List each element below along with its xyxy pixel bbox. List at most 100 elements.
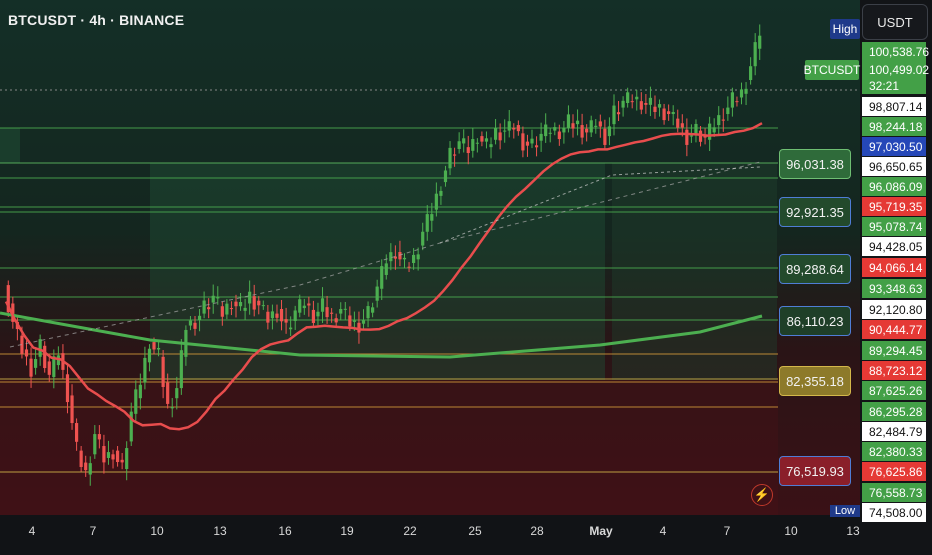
x-tick-label: 7: [89, 524, 97, 538]
candle-body: [434, 193, 438, 210]
level-label: 76,519.93: [779, 456, 851, 486]
price-scale-label: 93,348.63: [862, 279, 926, 298]
candle-body: [389, 252, 393, 262]
candle-body: [238, 302, 243, 307]
price-scale-label: 96,086.09: [862, 177, 926, 196]
candle-body: [452, 154, 457, 156]
price-scale-label: 100,538.76: [862, 42, 929, 61]
candle-body: [361, 320, 366, 324]
x-tick-label: 13: [213, 524, 227, 538]
candle-body: [211, 295, 215, 303]
candle-body: [43, 345, 47, 369]
candle-body: [339, 309, 343, 314]
candle-body: [307, 303, 311, 306]
candle-body: [708, 123, 712, 140]
candle-body: [534, 145, 539, 148]
x-tick-label: 28: [530, 524, 544, 538]
low-marker: Low: [830, 505, 860, 517]
candle-body: [621, 100, 625, 108]
candle-body: [84, 462, 88, 471]
candle-body: [261, 305, 265, 307]
candle-body: [375, 286, 379, 301]
candle-body: [694, 123, 698, 134]
price-scale-label: 76,558.73: [862, 483, 926, 502]
x-tick-label: 10: [784, 524, 798, 538]
candle-body: [466, 147, 470, 154]
candle-body: [680, 123, 684, 128]
candle-body: [735, 101, 739, 103]
candle-body: [539, 133, 543, 141]
level-label: 89,288.64: [779, 254, 851, 284]
candle-body: [302, 305, 306, 309]
candle-body: [689, 135, 694, 137]
candle-body: [721, 119, 725, 121]
price-scale-label: 94,428.05: [862, 237, 926, 256]
candle-body: [352, 320, 356, 322]
candle-body: [571, 123, 575, 129]
symbol-price-tag: BTCUSDT: [804, 60, 860, 80]
candle-body: [730, 92, 734, 108]
candle-body: [298, 299, 302, 313]
candle-body: [639, 101, 643, 110]
candle-body: [685, 129, 689, 145]
price-scale-label: 97,030.50: [862, 137, 926, 156]
candle-body: [234, 301, 238, 307]
candle-body: [398, 251, 402, 260]
price-scale-label: 76,625.86: [862, 462, 926, 481]
candle-body: [147, 348, 152, 363]
alert-bolt-icon[interactable]: ⚡: [751, 484, 773, 506]
candle-body: [544, 124, 548, 137]
candle-body: [138, 384, 142, 399]
candle-body: [521, 133, 525, 151]
candle-body: [275, 313, 279, 318]
price-scale-label: 88,723.12: [862, 361, 926, 380]
candle-body: [698, 130, 703, 142]
candle-body: [334, 318, 338, 323]
candle-body: [667, 111, 671, 115]
price-scale-label: 89,294.45: [862, 341, 926, 360]
candle-body: [717, 115, 721, 126]
candle-body: [594, 125, 598, 127]
candle-body: [38, 339, 42, 357]
candle-body: [516, 125, 520, 132]
candle-body: [585, 128, 589, 133]
candle-body: [657, 104, 662, 108]
candle-body: [616, 112, 621, 115]
candle-body: [507, 121, 511, 131]
candle-body: [88, 463, 92, 475]
candle-body: [225, 303, 229, 315]
x-tick-label: 13: [846, 524, 860, 538]
price-scale-label: 95,078.74: [862, 217, 926, 236]
candle-body: [243, 307, 247, 311]
candle-body: [316, 311, 320, 317]
candle-body: [726, 107, 730, 115]
candle-body: [566, 114, 571, 128]
candle-body: [471, 139, 475, 151]
price-scale-label: 100,499.02: [862, 60, 929, 79]
candle-body: [20, 335, 24, 354]
candle-body: [175, 388, 179, 399]
candle-body: [24, 349, 29, 357]
x-tick-label: 25: [468, 524, 482, 538]
ma-fast-line: [4, 122, 763, 431]
candle-body: [462, 138, 466, 144]
candle-body: [525, 141, 530, 146]
candle-body: [325, 307, 329, 318]
candle-body: [425, 214, 429, 232]
candle-body: [293, 310, 297, 321]
candle-body: [97, 434, 101, 440]
candle-body: [739, 89, 744, 98]
candle-body: [70, 395, 74, 424]
candle-body: [47, 361, 51, 375]
price-scale-label: 98,244.18: [862, 117, 926, 136]
x-tick-label: May: [589, 524, 613, 538]
candle-body: [330, 312, 334, 314]
x-tick-label: 22: [403, 524, 417, 538]
currency-selector-button[interactable]: USDT: [862, 4, 928, 40]
candle-body: [612, 105, 616, 125]
candle-body: [74, 423, 79, 442]
candle-body: [129, 411, 133, 442]
candle-body: [65, 374, 70, 403]
